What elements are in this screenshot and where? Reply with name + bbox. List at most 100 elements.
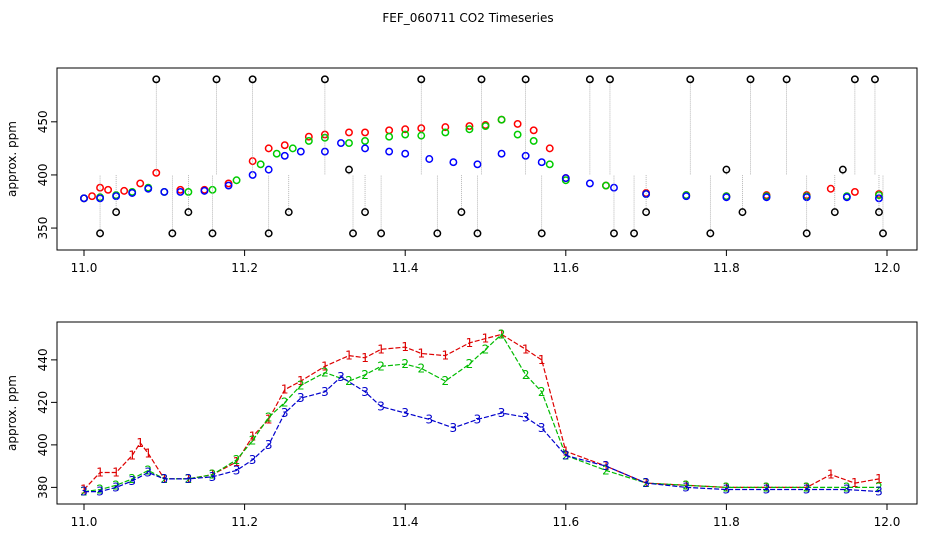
top-panel: 11.0 11.2 11.4 11.6 11.8 12.0 350 400 450 approx.…: [5, 67, 918, 275]
data-point-channel-3: [682, 192, 691, 201]
data-point-flagged: [537, 229, 546, 238]
series-marker-2: 2: [843, 480, 851, 494]
data-point-channel-1: [152, 168, 161, 177]
series-marker-2: 2: [233, 453, 241, 467]
data-point-channel-3: [337, 139, 345, 148]
series-marker-1: 1: [417, 347, 425, 361]
series-marker-1: 1: [128, 449, 136, 463]
x-tick-label: 11.0: [71, 515, 98, 529]
data-point-flagged: [706, 229, 715, 238]
data-point-flagged: [782, 75, 791, 84]
series-marker-3: 3: [803, 483, 811, 497]
series-marker-3: 3: [723, 483, 731, 497]
series-marker-3: 3: [875, 485, 883, 499]
data-point-channel-2: [345, 139, 353, 148]
data-point-flagged: [871, 75, 879, 84]
data-point-channel-3: [80, 194, 88, 203]
series-marker-2: 2: [297, 378, 305, 392]
y-tick-label: 420: [36, 391, 50, 414]
x-tick-label: 11.8: [713, 515, 740, 529]
series-marker-2: 2: [249, 434, 257, 448]
series-marker-2: 2: [112, 478, 120, 492]
series-marker-1: 1: [80, 483, 88, 497]
series-marker-1: 1: [96, 466, 104, 480]
series-marker-2: 2: [498, 327, 506, 341]
data-point-flagged: [112, 208, 121, 217]
y-tick-label: 400: [36, 433, 50, 456]
series-marker-3: 3: [209, 470, 217, 484]
series-marker-2: 2: [128, 472, 136, 486]
data-point-flagged: [630, 229, 639, 238]
data-point-channel-2: [232, 176, 241, 185]
data-point-flagged: [606, 75, 614, 84]
data-point-flagged: [349, 229, 357, 238]
data-point-channel-3: [537, 158, 546, 167]
x-tick-label: 12.0: [874, 261, 901, 275]
series-marker-3: 3: [233, 463, 241, 477]
data-point-flagged: [248, 75, 257, 84]
data-point-flagged: [875, 208, 883, 217]
data-point-channel-2: [417, 131, 426, 140]
data-point-channel-3: [296, 147, 305, 156]
series-marker-2: 2: [602, 463, 610, 477]
data-point-channel-3: [160, 187, 169, 196]
data-point-flagged: [212, 75, 221, 84]
data-point-channel-2: [602, 181, 610, 190]
data-point-channel-1: [826, 184, 835, 193]
series-marker-3: 3: [361, 385, 369, 399]
x-tick-label: 11.4: [392, 515, 419, 529]
x-tick-label: 11.4: [392, 261, 419, 275]
x-tick-label: 11.8: [713, 261, 740, 275]
data-point-flagged: [96, 229, 105, 238]
series-marker-1: 1: [377, 342, 385, 356]
series-marker-3: 3: [763, 483, 771, 497]
data-point-flagged: [377, 229, 386, 238]
y-tick-label: 400: [36, 163, 50, 186]
data-point-flagged: [802, 229, 811, 238]
series-marker-2: 2: [803, 480, 811, 494]
series-marker-1: 1: [851, 476, 859, 490]
series-marker-1: 1: [875, 472, 883, 486]
data-point-channel-2: [513, 130, 522, 139]
series-marker-3: 3: [474, 412, 482, 426]
series-marker-3: 3: [498, 406, 506, 420]
data-point-channel-2: [208, 185, 217, 194]
data-point-flagged: [838, 165, 847, 174]
series-marker-1: 1: [401, 340, 409, 354]
series-marker-1: 1: [281, 383, 289, 397]
series-marker-1: 1: [466, 336, 474, 350]
series-marker-3: 3: [144, 466, 152, 480]
data-point-flagged: [361, 208, 369, 217]
series-marker-3: 3: [185, 472, 193, 486]
data-point-flagged: [738, 208, 747, 217]
data-point-flagged: [850, 75, 859, 84]
y-tick-label: 440: [36, 348, 50, 371]
series-marker-1: 1: [321, 359, 329, 373]
data-point-channel-3: [176, 187, 185, 196]
x-tick-label: 11.0: [71, 261, 98, 275]
data-point-channel-2: [256, 160, 265, 169]
figure-title: FEF_060711 CO2 Timeseries: [382, 11, 553, 25]
series-marker-1: 1: [112, 466, 120, 480]
data-point-flagged: [879, 229, 887, 238]
series-marker-2: 2: [144, 463, 152, 477]
series-marker-2: 2: [522, 368, 530, 382]
data-point-flagged: [208, 229, 217, 238]
data-point-flagged: [746, 75, 755, 84]
series-marker-3: 3: [297, 391, 305, 405]
series-marker-2: 2: [209, 468, 217, 482]
series-marker-3: 3: [843, 483, 851, 497]
series-marker-1: 1: [297, 374, 305, 388]
y-tick-label: 380: [36, 476, 50, 499]
data-point-flagged: [642, 208, 651, 217]
data-point-channel-3: [200, 186, 209, 195]
series-marker-3: 3: [538, 421, 546, 435]
data-point-channel-2: [272, 149, 281, 158]
data-point-channel-2: [320, 133, 329, 142]
series-marker-3: 3: [112, 480, 120, 494]
data-point-channel-1: [280, 141, 289, 150]
data-point-channel-3: [521, 151, 530, 160]
data-point-channel-1: [96, 183, 105, 192]
series-marker-2: 2: [265, 410, 273, 424]
series-marker-2: 2: [361, 368, 369, 382]
